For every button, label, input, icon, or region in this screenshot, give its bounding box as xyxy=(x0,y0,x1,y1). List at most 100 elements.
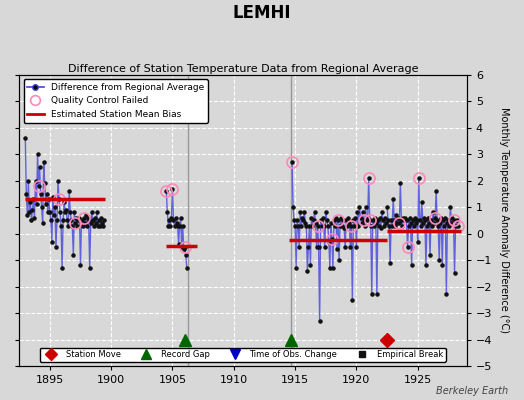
Point xyxy=(52,244,60,250)
Point xyxy=(400,217,409,224)
Point xyxy=(69,252,78,258)
Point xyxy=(375,222,383,229)
Point xyxy=(367,222,375,229)
Point xyxy=(26,199,35,205)
Point xyxy=(34,151,42,157)
Point xyxy=(21,135,29,142)
Point xyxy=(396,180,405,186)
Point xyxy=(409,222,418,229)
Point xyxy=(412,217,421,224)
Point xyxy=(38,220,47,226)
Point xyxy=(405,222,413,229)
Point xyxy=(326,220,335,226)
Point xyxy=(341,244,350,250)
Point xyxy=(90,222,98,229)
Point xyxy=(434,222,442,229)
Point xyxy=(75,214,84,221)
Point xyxy=(289,204,297,210)
Point xyxy=(79,214,88,221)
Point xyxy=(179,222,187,229)
Point xyxy=(368,217,377,224)
Point xyxy=(83,214,92,221)
Point xyxy=(314,244,323,250)
Point xyxy=(290,217,298,224)
Point xyxy=(385,222,394,229)
Point xyxy=(402,217,411,224)
Point xyxy=(356,214,365,221)
Point xyxy=(348,296,356,303)
Point xyxy=(319,214,327,221)
Point xyxy=(350,222,358,229)
Point xyxy=(22,191,30,197)
Point xyxy=(351,214,359,221)
Point xyxy=(388,222,396,229)
Point xyxy=(57,222,66,229)
Point xyxy=(67,217,75,224)
Point xyxy=(48,238,56,245)
Point xyxy=(62,206,70,213)
Point xyxy=(64,222,72,229)
Point xyxy=(361,222,369,229)
Point xyxy=(176,222,184,229)
Point xyxy=(427,217,435,224)
Point xyxy=(63,217,71,224)
Point xyxy=(92,220,100,226)
Point xyxy=(339,217,347,224)
Point xyxy=(377,225,385,232)
Point xyxy=(416,217,424,224)
Point xyxy=(302,222,311,229)
Point xyxy=(163,209,171,216)
Point xyxy=(399,214,408,221)
Point xyxy=(301,220,310,226)
Point xyxy=(72,214,81,221)
Point xyxy=(89,217,97,224)
Point xyxy=(60,199,68,205)
Point xyxy=(418,199,426,205)
Point xyxy=(440,222,449,229)
Point xyxy=(298,214,307,221)
Point xyxy=(362,204,370,210)
Point xyxy=(408,262,416,268)
Point xyxy=(40,180,49,186)
Point xyxy=(97,214,105,221)
Point xyxy=(182,265,191,271)
Point xyxy=(88,209,96,216)
Point xyxy=(294,222,302,229)
Point xyxy=(91,214,99,221)
Point xyxy=(391,222,399,229)
Point xyxy=(430,220,438,226)
Point xyxy=(340,225,348,232)
Point xyxy=(444,217,453,224)
Y-axis label: Monthly Temperature Anomaly Difference (°C): Monthly Temperature Anomaly Difference (… xyxy=(499,107,509,333)
Point xyxy=(420,214,428,221)
Point xyxy=(359,217,368,224)
Point xyxy=(378,209,386,216)
Point xyxy=(355,204,364,210)
Point xyxy=(310,209,319,216)
Point xyxy=(306,262,314,268)
Point xyxy=(181,244,189,250)
Point xyxy=(178,244,186,250)
Text: LEMHI: LEMHI xyxy=(233,4,291,22)
Point xyxy=(445,222,454,229)
Text: Berkeley Earth: Berkeley Earth xyxy=(436,386,508,396)
Point xyxy=(85,265,94,271)
Point xyxy=(384,217,392,224)
Point xyxy=(442,291,451,298)
Point xyxy=(431,214,439,221)
Point xyxy=(344,214,353,221)
Point xyxy=(312,244,321,250)
Point xyxy=(426,252,434,258)
Point xyxy=(414,175,423,181)
Point xyxy=(77,262,85,268)
Point xyxy=(30,214,39,221)
Point xyxy=(446,204,455,210)
Point xyxy=(383,204,391,210)
Point xyxy=(37,191,45,197)
Point xyxy=(441,214,450,221)
Point xyxy=(345,220,354,226)
Point xyxy=(313,222,322,229)
Point xyxy=(423,222,431,229)
Point xyxy=(46,209,54,216)
Point xyxy=(171,214,180,221)
